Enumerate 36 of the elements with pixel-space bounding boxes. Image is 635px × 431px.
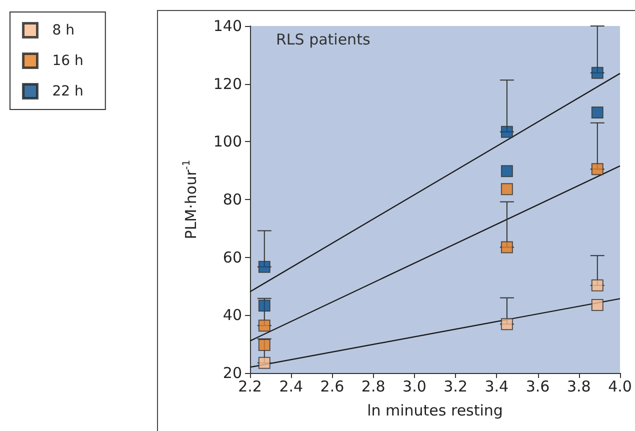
point: [591, 279, 604, 292]
x-tick-label: 3.4: [484, 378, 509, 396]
x-tick-label: 3.2: [444, 378, 468, 396]
point: [591, 106, 604, 118]
y-tick-label: 40: [222, 306, 242, 324]
point: [258, 320, 270, 332]
y-tick-label: 140: [213, 17, 242, 35]
point: [500, 241, 513, 254]
point: [258, 338, 270, 351]
point: [258, 260, 270, 273]
point: [500, 165, 513, 178]
y-tick-label: 120: [213, 74, 242, 93]
point: [500, 318, 513, 330]
y-tick-label: 80: [222, 190, 242, 208]
y-tick-label: 100: [213, 132, 242, 151]
legend-label: 16 h: [52, 52, 84, 69]
y-axis-title: PLM·hour-1: [182, 160, 200, 240]
x-tick-label: 2.6: [320, 378, 344, 396]
point: [258, 356, 270, 369]
x-tick-label: 3.8: [566, 378, 591, 396]
point: [591, 299, 604, 312]
legend-label: 22 h: [52, 83, 84, 100]
x-tick-label: 3.0: [402, 378, 426, 396]
x-tick-label: 2.8: [361, 378, 386, 396]
point: [500, 126, 513, 138]
point: [591, 66, 604, 79]
x-tick-label: 2.4: [279, 378, 304, 396]
x-tick-label: 4.0: [608, 378, 632, 396]
x-tick-label: 3.6: [526, 378, 550, 396]
legend-label: 8 h: [52, 22, 74, 38]
point: [591, 163, 604, 176]
point: [258, 300, 270, 312]
x-axis-title: ln minutes resting: [367, 402, 503, 420]
point: [500, 183, 513, 196]
y-tick-label: 60: [222, 248, 242, 266]
annotation: RLS patients: [276, 30, 370, 48]
